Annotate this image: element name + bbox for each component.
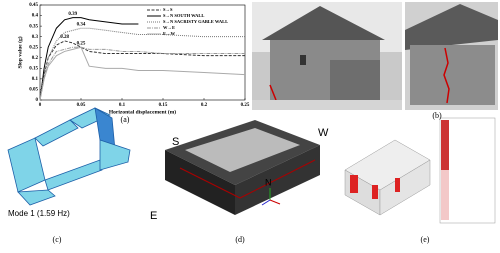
direction-label: W <box>318 127 329 139</box>
panel-label: (b) <box>432 111 442 120</box>
x-tick-label: 0.15 <box>159 103 168 108</box>
mode-label: Mode 1 (1.59 Hz) <box>8 209 70 218</box>
annotation: 0.28 <box>60 35 69 40</box>
plot-frame <box>39 4 246 101</box>
y-tick-label: 0.15 <box>29 66 38 71</box>
series-line <box>39 27 245 101</box>
y-tick-label: 0.35 <box>29 24 38 29</box>
y-tick-label: 0.05 <box>29 88 38 93</box>
series-line <box>39 46 245 101</box>
annotation: 0.39 <box>68 12 77 17</box>
panel-label: (e) <box>421 235 430 244</box>
series-line <box>39 46 246 101</box>
x-tick-label: 0.2 <box>201 103 208 108</box>
direction-label: S <box>172 136 179 148</box>
x-tick-label: 0.05 <box>77 103 86 108</box>
panel-label: (c) <box>53 235 62 244</box>
series-line <box>39 17 139 101</box>
y-tick-label: 0.25 <box>29 45 38 50</box>
model-mesh <box>165 120 320 215</box>
x-tick-label: 0.25 <box>241 103 250 108</box>
mode-shape <box>7 107 131 206</box>
photo-church <box>252 2 402 110</box>
y-axis-label: Slop value (g) <box>16 36 23 68</box>
y-tick-label: 0.45 <box>29 3 38 8</box>
y-tick-label: 0.1 <box>32 77 39 82</box>
panel-label: (a) <box>121 115 130 124</box>
annotation: 0.34 <box>77 22 86 27</box>
y-tick-label: 0.3 <box>32 35 39 40</box>
y-tick-label: 0.2 <box>32 56 39 61</box>
chart: 0 0.05 0.1 0.15 0.2 0.25 0.3 0.35 0.4 0.45 0 0.05 0.… <box>16 3 250 115</box>
y-tick-label: 0.4 <box>32 14 39 19</box>
annotation: 0.25 <box>77 41 86 46</box>
x-tick-label: 0.1 <box>119 103 126 108</box>
y-tick-label: 0 <box>36 98 39 103</box>
legend-label: E→W <box>163 31 176 36</box>
legend-label: S→S <box>163 7 173 12</box>
damage-model <box>344 117 496 224</box>
legend-label: S→N SOUTH WALL <box>163 13 204 18</box>
direction-label: E <box>150 210 157 222</box>
x-axis-label: Horizontal displacement (m) <box>109 108 176 115</box>
legend-label: W→E <box>163 25 175 30</box>
photo-wall <box>405 2 498 110</box>
x-tick-label: 0 <box>39 103 42 108</box>
direction-label: N <box>265 177 272 187</box>
panel-label: (d) <box>235 235 245 244</box>
legend-label: S→N SACRISTY GABLE WALL <box>163 19 228 24</box>
